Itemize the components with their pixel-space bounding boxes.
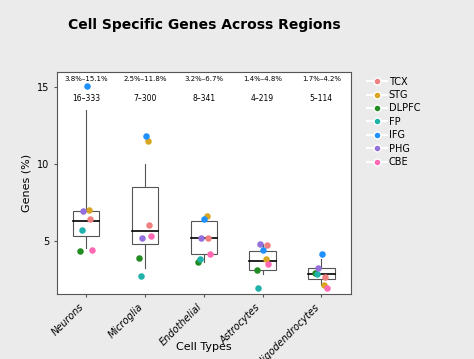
Text: 2.5%–11.8%: 2.5%–11.8% xyxy=(123,76,167,82)
Point xyxy=(85,207,93,213)
Point xyxy=(196,256,203,262)
Legend: TCX, STG, DLPFC, FP, IFG, PHG, CBE: TCX, STG, DLPFC, FP, IFG, PHG, CBE xyxy=(367,77,420,167)
Text: 1.4%–4.8%: 1.4%–4.8% xyxy=(243,76,282,82)
Text: 3.2%–6.7%: 3.2%–6.7% xyxy=(184,76,223,82)
Text: 7–300: 7–300 xyxy=(133,94,157,103)
Text: 1.7%–4.2%: 1.7%–4.2% xyxy=(302,76,341,82)
Text: Cell Types: Cell Types xyxy=(176,342,232,352)
Point xyxy=(262,256,269,262)
Point xyxy=(315,265,322,271)
Point xyxy=(136,255,143,260)
FancyBboxPatch shape xyxy=(132,187,158,244)
Point xyxy=(255,285,262,291)
Point xyxy=(312,270,319,276)
FancyBboxPatch shape xyxy=(191,221,217,255)
Point xyxy=(203,213,210,219)
Point xyxy=(322,275,329,280)
Point xyxy=(146,223,153,228)
Text: 4–219: 4–219 xyxy=(251,94,274,103)
Point xyxy=(77,248,84,254)
Point xyxy=(313,271,321,277)
Point xyxy=(83,83,91,88)
Text: 5–114: 5–114 xyxy=(310,94,333,103)
Point xyxy=(323,285,331,291)
Point xyxy=(87,216,94,222)
Point xyxy=(194,259,202,265)
FancyBboxPatch shape xyxy=(308,268,335,279)
Point xyxy=(78,227,86,233)
FancyBboxPatch shape xyxy=(249,251,276,270)
FancyBboxPatch shape xyxy=(73,211,100,236)
Point xyxy=(137,273,145,279)
Point xyxy=(88,247,96,253)
Point xyxy=(147,233,155,239)
Point xyxy=(138,235,146,241)
Point xyxy=(197,235,205,241)
Point xyxy=(204,235,212,241)
Point xyxy=(263,242,271,248)
Point xyxy=(320,282,328,288)
Y-axis label: Genes (%): Genes (%) xyxy=(21,154,31,212)
Text: 3.8%–15.1%: 3.8%–15.1% xyxy=(64,76,108,82)
Point xyxy=(256,241,264,247)
Point xyxy=(80,209,87,214)
Text: 8–341: 8–341 xyxy=(192,94,215,103)
Point xyxy=(144,138,152,144)
Point xyxy=(259,247,267,253)
Point xyxy=(264,261,272,266)
Point xyxy=(253,267,261,273)
Point xyxy=(201,216,208,222)
Point xyxy=(142,134,149,139)
Text: Cell Specific Genes Across Regions: Cell Specific Genes Across Regions xyxy=(67,18,340,32)
Point xyxy=(206,252,213,257)
Text: 16–333: 16–333 xyxy=(72,94,100,103)
Point xyxy=(318,252,326,257)
